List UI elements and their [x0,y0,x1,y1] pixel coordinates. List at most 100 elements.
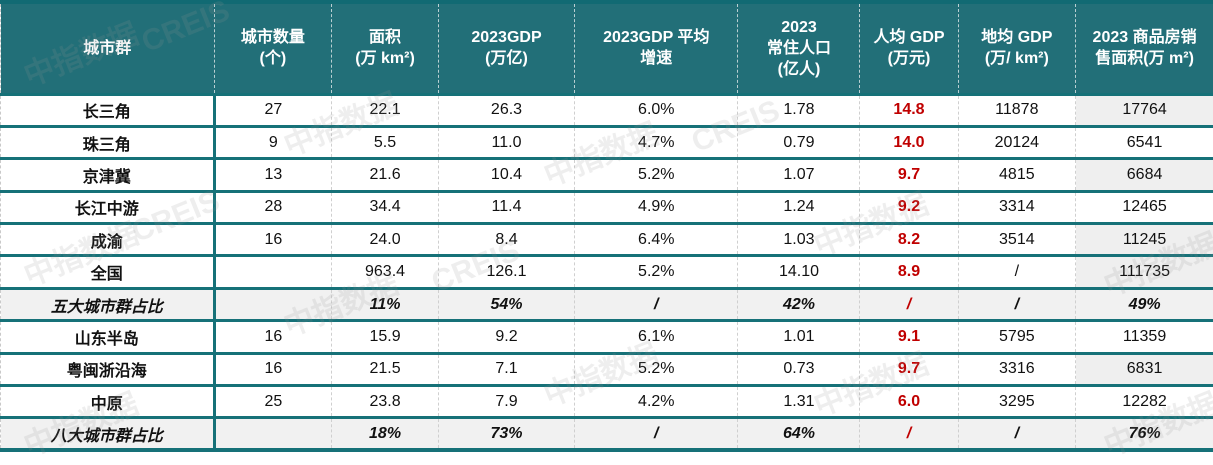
cell-cluster-name: 成渝 [1,224,215,256]
cell-city-count: 28 [214,191,332,223]
cell-gdp-per-area: 5795 [958,321,1076,353]
cell-area: 22.1 [332,94,439,126]
cell-gdp-growth: 6.0% [575,94,738,126]
cell-gdp-per-area: / [958,288,1076,320]
cell-gdp-per-capita: / [860,418,958,450]
cell-cluster-name: 粤闽浙沿海 [1,353,215,385]
cell-gdp: 10.4 [438,159,574,191]
cell-area: 11% [332,288,439,320]
cell-area: 18% [332,418,439,450]
cell-population: 1.07 [738,159,860,191]
header-area: 面积(万 km²) [332,2,439,94]
cell-gdp-per-capita: 8.9 [860,256,958,288]
cell-population: 64% [738,418,860,450]
cell-area: 21.5 [332,353,439,385]
cell-city-count: 27 [214,94,332,126]
cell-gdp-growth: 5.2% [575,353,738,385]
cell-gdp: 26.3 [438,94,574,126]
cell-gdp-per-area: 4815 [958,159,1076,191]
cell-gdp-per-capita: / [860,288,958,320]
header-cluster: 城市群 [1,2,215,94]
cell-gdp-per-area: 3314 [958,191,1076,223]
cell-gdp: 54% [438,288,574,320]
cell-sales-area: 49% [1076,288,1213,320]
cell-population: 14.10 [738,256,860,288]
cell-gdp-growth: 4.9% [575,191,738,223]
cell-sales-area: 6831 [1076,353,1213,385]
cell-population: 1.24 [738,191,860,223]
cell-city-count: 13 [214,159,332,191]
cell-gdp-per-capita: 9.7 [860,159,958,191]
cell-city-count [214,288,332,320]
cell-gdp-growth: / [575,288,738,320]
cell-gdp: 11.0 [438,126,574,158]
header-city-count: 城市数量(个) [214,2,332,94]
cell-population: 1.78 [738,94,860,126]
cell-population: 1.31 [738,386,860,418]
cell-gdp-per-capita: 8.2 [860,224,958,256]
city-cluster-table: 城市群 城市数量(个) 面积(万 km²) 2023GDP(万亿) 2023GD… [0,0,1213,452]
cell-gdp-per-capita: 9.7 [860,353,958,385]
header-gdp: 2023GDP(万亿) [438,2,574,94]
cell-gdp-per-area: 3514 [958,224,1076,256]
cell-gdp-per-area: / [958,256,1076,288]
cell-cluster-name: 中原 [1,386,215,418]
cell-city-count [214,256,332,288]
cell-population: 1.03 [738,224,860,256]
cell-sales-area: 12282 [1076,386,1213,418]
cell-area: 15.9 [332,321,439,353]
header-sales-area: 2023 商品房销售面积(万 m²) [1076,2,1213,94]
cell-cluster-name: 全国 [1,256,215,288]
cell-sales-area: 11359 [1076,321,1213,353]
cell-city-count: 25 [214,386,332,418]
cell-gdp-per-area: / [958,418,1076,450]
cell-cluster-name: 京津冀 [1,159,215,191]
cell-population: 42% [738,288,860,320]
cell-gdp: 7.9 [438,386,574,418]
cell-gdp: 8.4 [438,224,574,256]
cell-area: 963.4 [332,256,439,288]
cell-city-count: 16 [214,321,332,353]
header-gdp-per-capita: 人均 GDP(万元) [860,2,958,94]
cell-sales-area: 12465 [1076,191,1213,223]
cell-cluster-name: 长三角 [1,94,215,126]
cell-population: 0.73 [738,353,860,385]
cell-cluster-name: 珠三角 [1,126,215,158]
header-row: 城市群 城市数量(个) 面积(万 km²) 2023GDP(万亿) 2023GD… [1,2,1213,94]
cell-gdp-per-area: 3295 [958,386,1076,418]
cell-cluster-name: 八大城市群占比 [1,418,215,450]
cell-gdp-growth: 5.2% [575,256,738,288]
header-gdp-per-area: 地均 GDP(万/ km²) [958,2,1076,94]
cell-sales-area: 111735 [1076,256,1213,288]
cell-sales-area: 11245 [1076,224,1213,256]
cell-gdp: 11.4 [438,191,574,223]
cell-gdp: 7.1 [438,353,574,385]
cell-area: 34.4 [332,191,439,223]
header-gdp-growth: 2023GDP 平均增速 [575,2,738,94]
cell-gdp-per-capita: 14.0 [860,126,958,158]
cell-city-count: 9 [214,126,332,158]
cell-gdp-per-capita: 9.2 [860,191,958,223]
cell-cluster-name: 五大城市群占比 [1,288,215,320]
cell-gdp-growth: 6.4% [575,224,738,256]
cell-gdp-growth: 4.7% [575,126,738,158]
cell-gdp-per-area: 3316 [958,353,1076,385]
cell-area: 24.0 [332,224,439,256]
cell-gdp-per-area: 11878 [958,94,1076,126]
cell-city-count: 16 [214,224,332,256]
cell-gdp: 73% [438,418,574,450]
cell-gdp-growth: / [575,418,738,450]
cell-gdp-per-area: 20124 [958,126,1076,158]
cell-sales-area: 6541 [1076,126,1213,158]
cell-sales-area: 17764 [1076,94,1213,126]
